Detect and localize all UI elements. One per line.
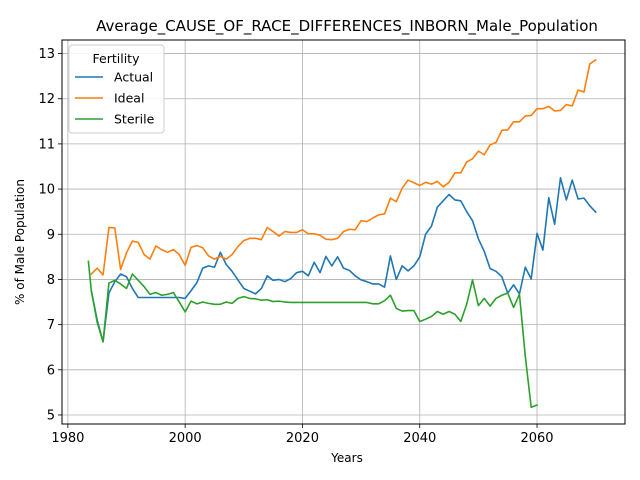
series-line-ideal (90, 58, 597, 276)
plot-frame (61, 39, 626, 425)
x-tick-label: 2020 (286, 431, 319, 446)
legend-label-sterile: Sterile (114, 112, 155, 127)
y-tick-label: 6 (47, 363, 55, 378)
chart-title: Average_CAUSE_OF_RACE_DIFFERENCES_INBORN… (96, 17, 598, 36)
y-tick-label: 7 (47, 318, 55, 333)
series-line-actual (90, 176, 597, 343)
x-tick-label: 1980 (51, 431, 84, 446)
y-tick-label: 10 (38, 183, 55, 198)
x-tick-label: 2060 (520, 431, 553, 446)
legend-label-ideal: Ideal (114, 91, 144, 106)
legend-label-actual: Actual (114, 70, 153, 85)
y-tick-label: 12 (38, 92, 55, 107)
y-tick-label: 11 (38, 137, 55, 152)
y-tick-label: 8 (47, 273, 55, 288)
y-axis-label: % of Male Population (13, 179, 27, 305)
y-tick-label: 13 (38, 47, 55, 62)
y-tick-label: 5 (47, 408, 55, 423)
x-axis-ticks: 1980 2000 2020 2040 2060 (51, 424, 554, 446)
x-axis-label: Years (330, 451, 363, 465)
series-line-sterile (87, 260, 539, 409)
x-tick-label: 2000 (169, 431, 202, 446)
legend-title: Fertility (93, 51, 141, 66)
legend: Fertility Actual Ideal Sterile (68, 44, 165, 134)
legend-box (68, 44, 165, 134)
x-tick-label: 2040 (403, 431, 436, 446)
series-lines (87, 58, 597, 409)
y-axis-ticks: 5 6 7 8 9 10 11 12 13 (38, 47, 62, 423)
y-tick-label: 9 (47, 228, 55, 243)
legend-items: Actual Ideal Sterile (75, 70, 155, 127)
grid-lines (62, 40, 625, 424)
